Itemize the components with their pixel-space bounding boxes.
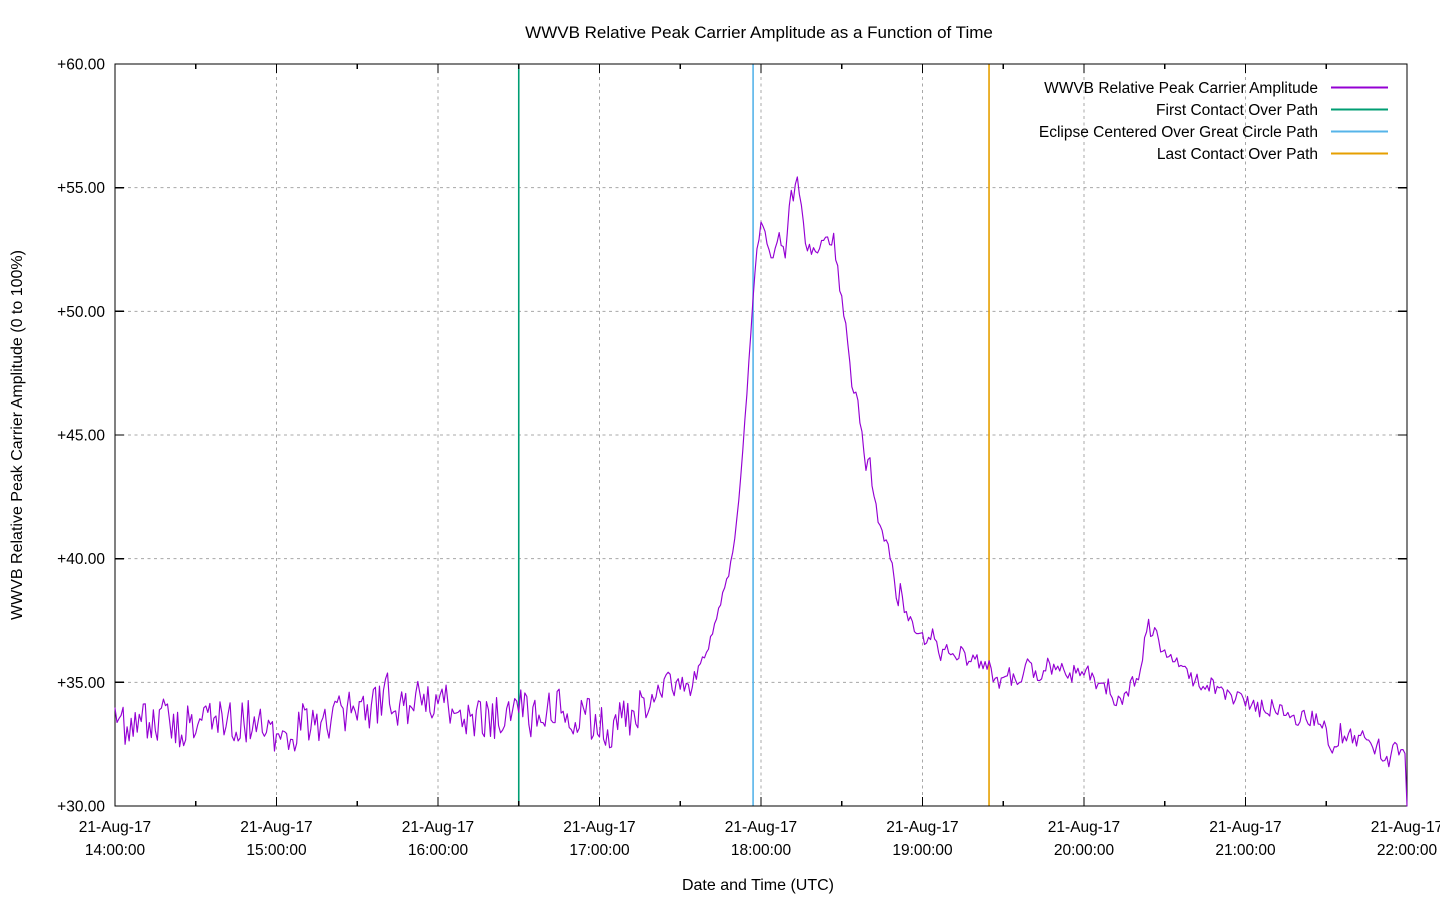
x-axis-label: Date and Time (UTC) — [682, 877, 834, 894]
x-tick-time-label: 20:00:00 — [1054, 842, 1115, 859]
chart-title: WWVB Relative Peak Carrier Amplitude as … — [525, 23, 993, 42]
y-tick-label: +50.00 — [57, 304, 105, 321]
x-tick-date-label: 21-Aug-17 — [79, 819, 151, 836]
y-tick-label: +30.00 — [57, 799, 105, 816]
y-tick-label: +40.00 — [57, 551, 105, 568]
legend: WWVB Relative Peak Carrier Amplitude Fir… — [1039, 80, 1388, 163]
legend-label-first-contact: First Contact Over Path — [1156, 102, 1318, 119]
x-tick-time-label: 21:00:00 — [1215, 842, 1276, 859]
series-line-wwvb-amplitude — [114, 176, 1408, 807]
x-tick-time-label: 15:00:00 — [246, 842, 307, 859]
x-tick-date-label: 21-Aug-17 — [402, 819, 474, 836]
legend-label-wwvb-amplitude: WWVB Relative Peak Carrier Amplitude — [1044, 80, 1318, 97]
x-tick-time-label: 22:00:00 — [1377, 842, 1438, 859]
x-tick-date-label: 21-Aug-17 — [1371, 819, 1440, 836]
x-tick-date-label: 21-Aug-17 — [1048, 819, 1120, 836]
x-tick-date-label: 21-Aug-17 — [1209, 819, 1281, 836]
y-axis-label: WWVB Relative Peak Carrier Amplitude (0 … — [9, 250, 26, 620]
x-tick-time-label: 18:00:00 — [731, 842, 792, 859]
x-tick-time-label: 14:00:00 — [85, 842, 146, 859]
y-tick-label: +35.00 — [57, 675, 105, 692]
x-tick-date-label: 21-Aug-17 — [886, 819, 958, 836]
x-tick-date-label: 21-Aug-17 — [563, 819, 635, 836]
x-tick-time-label: 16:00:00 — [408, 842, 469, 859]
plot-area: +30.00 +35.00 +40.00 +45.00 +50.00 +55.00 +60.… — [57, 57, 1440, 860]
y-tick-label: +45.00 — [57, 428, 105, 445]
y-tick-label: +55.00 — [57, 180, 105, 197]
legend-label-eclipse-centered: Eclipse Centered Over Great Circle Path — [1039, 124, 1318, 141]
x-tick-time-label: 17:00:00 — [569, 842, 630, 859]
x-tick-time-label: 19:00:00 — [892, 842, 953, 859]
x-tick-date-label: 21-Aug-17 — [725, 819, 797, 836]
x-tick-date-label: 21-Aug-17 — [240, 819, 312, 836]
y-tick-label: +60.00 — [57, 57, 105, 74]
legend-label-last-contact: Last Contact Over Path — [1157, 146, 1318, 163]
